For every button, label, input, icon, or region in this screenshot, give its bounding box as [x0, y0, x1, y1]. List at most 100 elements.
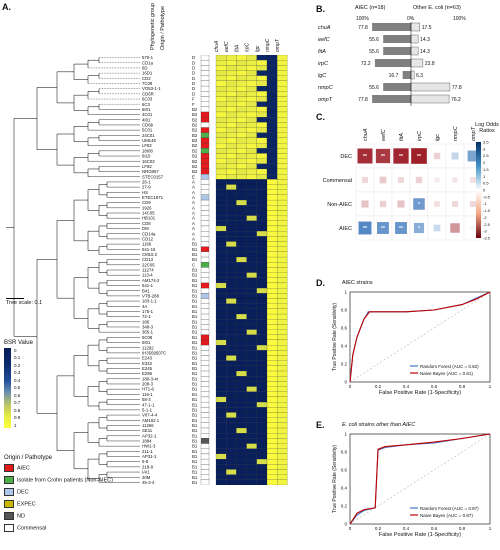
panel-b-value-other: 17.5 — [422, 25, 432, 31]
bsr-cell — [236, 267, 247, 273]
origin-cell — [200, 427, 210, 434]
bsr-cell — [236, 142, 247, 149]
roc-curve — [349, 291, 491, 383]
origin-cell — [200, 412, 210, 418]
bsr-cell — [246, 101, 257, 107]
bsr-cell — [256, 236, 268, 242]
bsr-cell — [266, 303, 278, 309]
bsr-cell — [215, 319, 227, 325]
strain-label: 180-3-4r — [142, 376, 159, 381]
bsr-cell — [277, 91, 288, 97]
bsr-cell — [236, 459, 247, 465]
origin-cell — [200, 479, 210, 485]
bsr-cell — [246, 65, 257, 71]
phylogroup-label: B1 — [192, 470, 198, 475]
phylogroup-label: B1 — [192, 428, 198, 433]
bsr-cell — [226, 479, 237, 485]
panel-c-significance: ** — [399, 226, 403, 232]
phylogroup-label: A — [192, 226, 195, 231]
panel-b-gene-label: ompT — [318, 97, 333, 103]
bsr-cell — [215, 288, 227, 294]
bsr-cell — [266, 453, 278, 460]
bsr-cell — [246, 370, 257, 377]
panel-a-letter: A. — [2, 2, 11, 12]
bsr-cell — [266, 386, 278, 392]
phylogroup-label: B2 — [192, 164, 198, 169]
bsr-cell — [277, 469, 288, 475]
bsr-cell — [215, 158, 227, 164]
bsr-cell — [215, 355, 227, 361]
strain-label: VO53-1-1 — [142, 86, 161, 91]
bsr-cell — [266, 448, 278, 454]
panel-c-square — [451, 152, 459, 160]
bsr-cell — [256, 225, 268, 232]
phylogroup-label: D — [192, 60, 195, 65]
bsr-cell — [215, 80, 227, 87]
phylogroup-label: C — [192, 262, 195, 267]
bsr-cell — [266, 324, 278, 330]
origin-cell — [200, 174, 210, 180]
bsr-cell — [226, 246, 237, 252]
bsr-cell — [246, 220, 257, 227]
roc-y-tick: 0.2 — [341, 362, 348, 367]
bsr-cell — [266, 381, 278, 387]
phylogroup-label: A — [192, 236, 195, 241]
bsr-cell — [277, 391, 288, 398]
bsr-cell — [226, 334, 237, 341]
bsr-cell — [215, 329, 227, 335]
panel-c-gene-label: fitA — [399, 133, 405, 141]
bsr-cell — [236, 370, 247, 377]
bsr-tick-label: 0.1 — [14, 355, 21, 361]
panel-b-value-aiec: 55.6 — [369, 49, 379, 55]
bsr-cell — [266, 313, 278, 320]
bsr-cell — [236, 293, 247, 299]
bsr-cell — [266, 70, 278, 76]
bsr-cell — [266, 396, 278, 403]
panel-c-square — [470, 225, 476, 231]
panel-c-gene-label: irpC — [417, 131, 423, 141]
bsr-cell — [277, 474, 288, 480]
bsr-cell — [266, 334, 278, 341]
bsr-cell — [236, 438, 247, 444]
bsr-cell — [266, 158, 278, 164]
bsr-cell — [215, 272, 227, 278]
bsr-cell — [256, 267, 268, 273]
roc-y-tick: 0.4 — [341, 344, 348, 349]
panel-c-legend-tick: -1.5 — [483, 208, 491, 213]
phylogroup-label: A — [192, 221, 195, 226]
panel-b-value-aiec: 77.8 — [358, 25, 368, 31]
bsr-cell — [256, 407, 268, 413]
bsr-cell — [266, 288, 278, 294]
phylogroup-label: A — [192, 200, 195, 205]
bsr-cell — [256, 319, 268, 325]
origin-cell — [200, 70, 210, 76]
panel-b-bar-aiec — [374, 59, 411, 67]
origin-cell — [200, 75, 210, 82]
strain-label: HW1-3 — [142, 444, 156, 449]
strain-label: 5I01 — [142, 340, 151, 345]
bsr-cell — [226, 277, 237, 284]
bsr-cell — [215, 246, 227, 252]
bsr-cell — [256, 158, 268, 164]
origin-cell — [200, 293, 210, 299]
strain-label: 11292 — [142, 345, 154, 350]
roc-plot-frame — [349, 291, 491, 383]
strain-label: E243 — [142, 356, 153, 361]
origin-cell — [200, 194, 210, 201]
bsr-cell — [256, 96, 268, 102]
strain-label: 208-3 — [142, 382, 154, 387]
bsr-cell — [266, 241, 278, 247]
bsr-cell — [236, 417, 247, 423]
bsr-cell — [256, 174, 268, 180]
panel-c-row-label: DEC — [340, 154, 352, 160]
panel-c-square — [434, 177, 440, 183]
bsr-cell — [246, 417, 257, 423]
bsr-cell — [236, 137, 247, 144]
phylogroup-label: B1 — [192, 242, 198, 247]
panel-b-bar-aiec — [372, 95, 411, 103]
bsr-cell — [236, 241, 247, 247]
bsr-cell — [236, 174, 247, 180]
bsr-cell — [226, 231, 237, 237]
bsr-cell — [215, 303, 227, 309]
